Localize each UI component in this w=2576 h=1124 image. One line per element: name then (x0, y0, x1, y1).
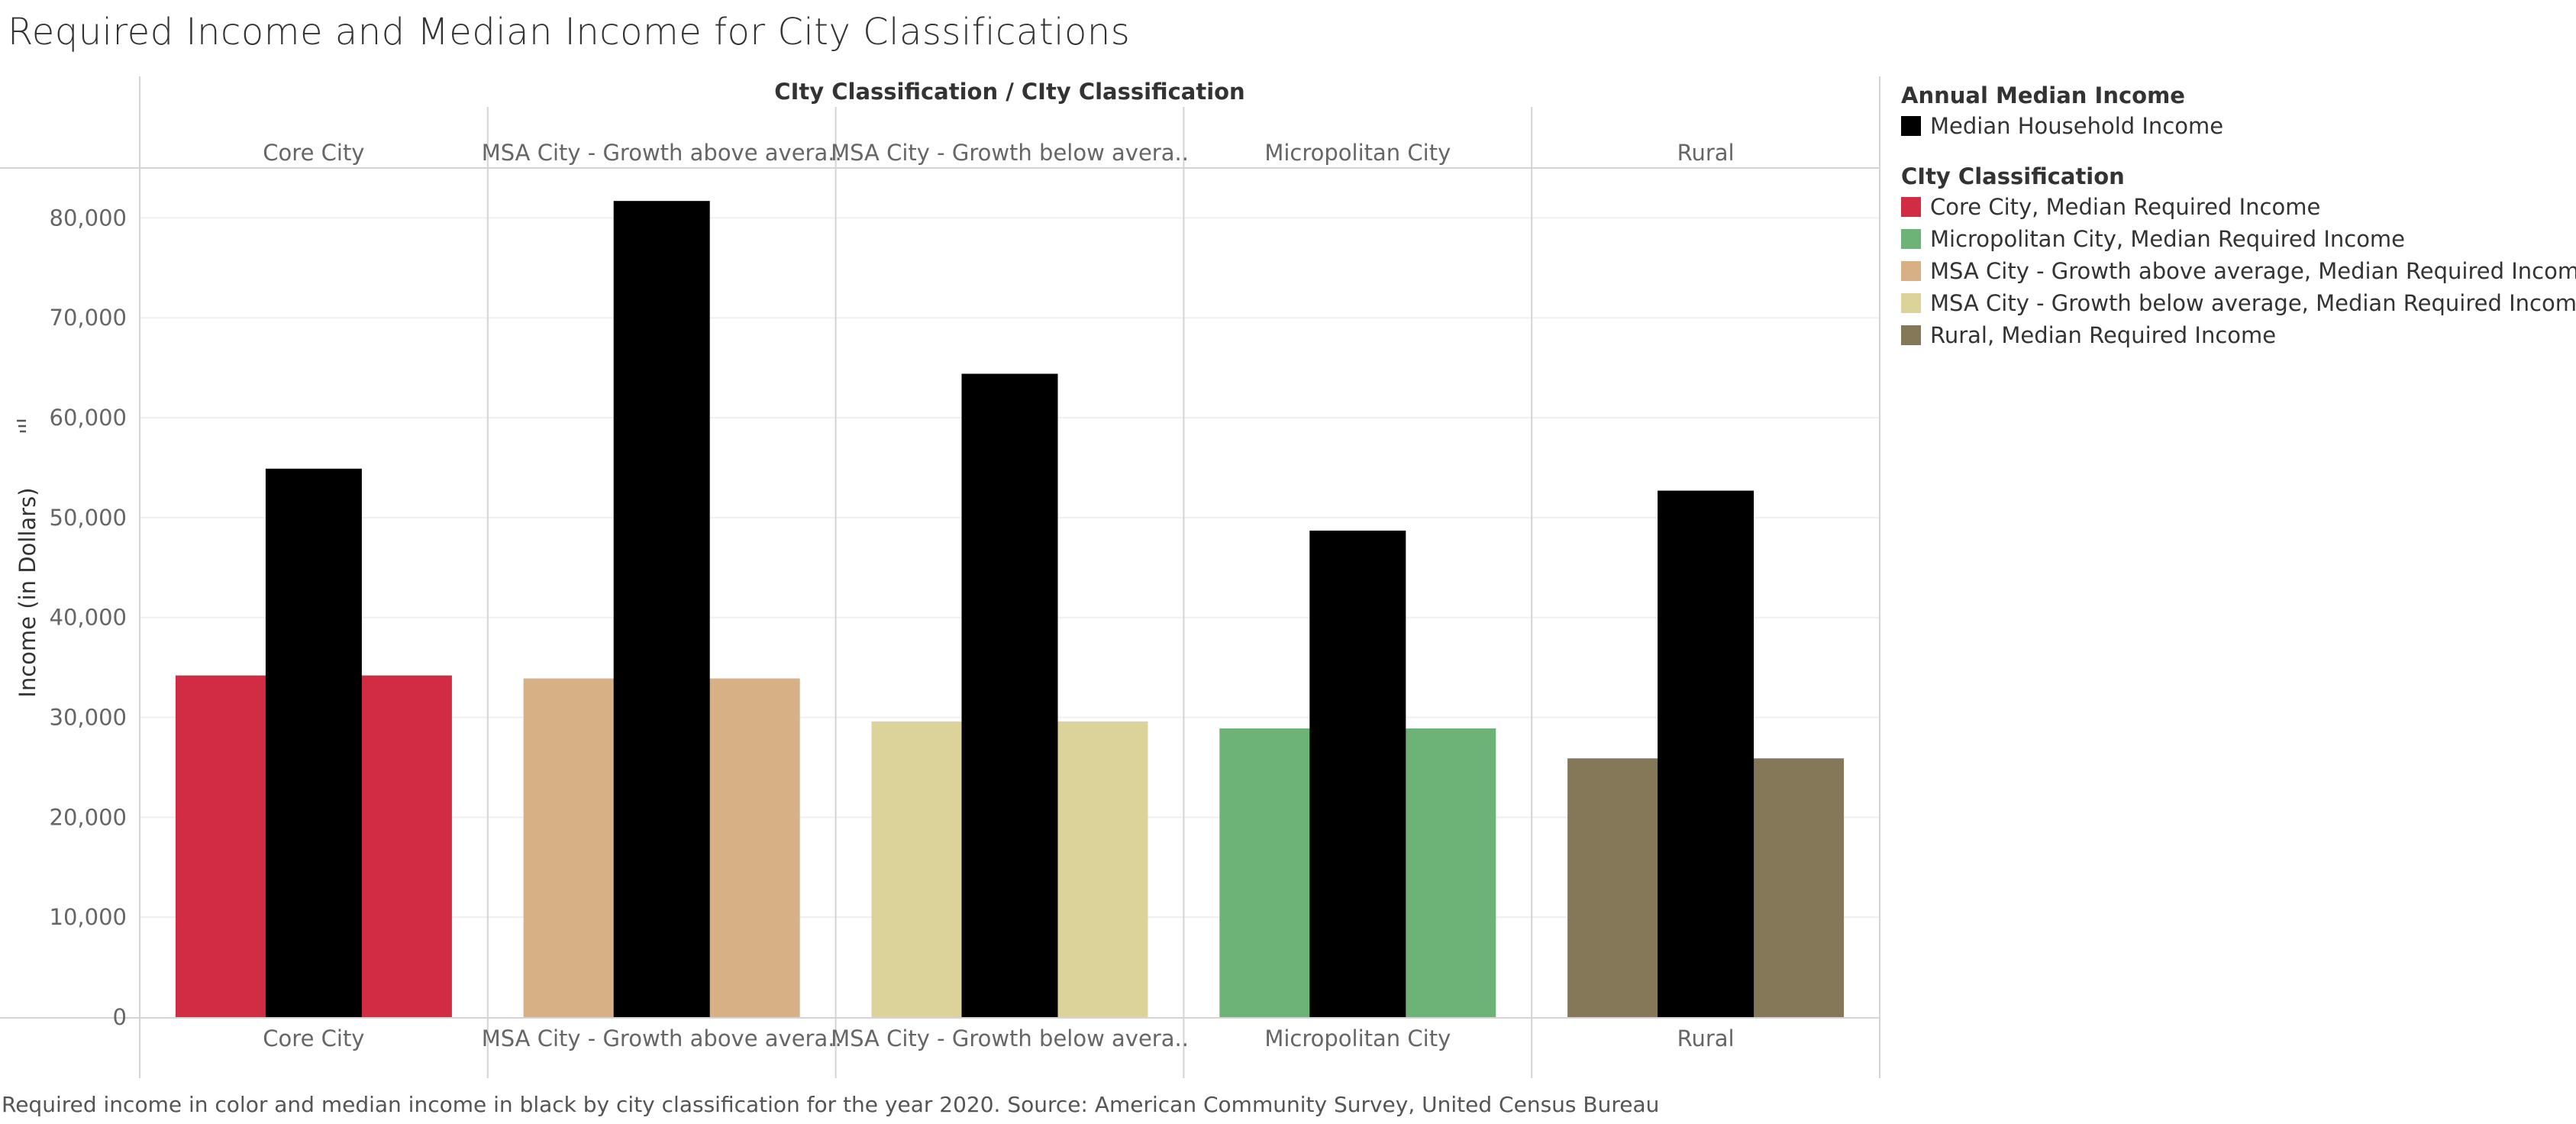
y-tick-label: 30,000 (50, 705, 127, 731)
legend-item[interactable]: Core City, Median Required Income (1901, 194, 2320, 220)
y-tick-label: 10,000 (50, 904, 127, 930)
legend-swatch (1901, 293, 1921, 313)
legend-swatch (1901, 261, 1921, 281)
legend-item-label: Micropolitan City, Median Required Incom… (1930, 226, 2406, 252)
y-tick-label: 70,000 (50, 305, 127, 331)
column-header-title: CIty Classification / CIty Classificatio… (774, 79, 1244, 105)
legend-title-annual-median-income: Annual Median Income (1901, 82, 2185, 108)
legend-item-label: MSA City - Growth above average, Median … (1930, 258, 2576, 284)
legend-item[interactable]: Micropolitan City, Median Required Incom… (1901, 226, 2405, 252)
legend-item-label: Rural, Median Required Income (1930, 322, 2277, 348)
column-header-label: Core City (263, 140, 364, 166)
legend-swatch (1901, 116, 1921, 136)
legend-title-city-classification: CIty Classification (1901, 163, 2125, 189)
y-tick-label: 60,000 (50, 405, 127, 431)
bar-median-household-income (1658, 490, 1754, 1017)
y-tick-label: 50,000 (50, 505, 127, 531)
x-tick-label: MSA City - Growth below avera.. (831, 1025, 1189, 1051)
column-header-label: Micropolitan City (1264, 140, 1451, 166)
x-tick-label: Core City (263, 1025, 364, 1051)
chart-footer-caption: Required income in color and median inco… (2, 1092, 1660, 1117)
bar-median-household-income (613, 201, 710, 1017)
legend-item[interactable]: MSA City - Growth below average, Median … (1901, 290, 2576, 316)
column-header-label: MSA City - Growth below avera.. (831, 140, 1189, 166)
legend-item-label: Core City, Median Required Income (1930, 194, 2321, 220)
y-tick-label: 20,000 (50, 804, 127, 830)
legend-swatch (1901, 325, 1921, 345)
legend-swatch (1901, 197, 1921, 217)
bar-median-household-income (265, 468, 362, 1017)
bar-chart: CIty Classification / CIty Classificatio… (0, 76, 1880, 1078)
y-axis-title: Income (in Dollars) (15, 487, 40, 697)
x-tick-label: Rural (1677, 1025, 1735, 1051)
legend-item-label: MSA City - Growth below average, Median … (1930, 290, 2576, 316)
column-header-label: MSA City - Growth above avera.. (482, 140, 842, 166)
legend-item[interactable]: Median Household Income (1901, 113, 2223, 139)
bar-median-household-income (961, 373, 1058, 1017)
legend-item[interactable]: Rural, Median Required Income (1901, 322, 2276, 348)
y-tick-label: 80,000 (50, 205, 127, 231)
legend-swatch (1901, 229, 1921, 249)
x-tick-label: MSA City - Growth above avera.. (482, 1025, 842, 1051)
legend-item-label: Median Household Income (1930, 113, 2224, 139)
chart-title: Required Income and Median Income for Ci… (8, 11, 1131, 53)
legend-item[interactable]: MSA City - Growth above average, Median … (1901, 258, 2576, 284)
y-tick-label: 0 (113, 1004, 127, 1030)
x-tick-label: Micropolitan City (1264, 1025, 1451, 1051)
y-tick-label: 40,000 (50, 605, 127, 631)
bar-median-household-income (1309, 530, 1406, 1017)
column-header-label: Rural (1677, 140, 1735, 166)
sort-icon[interactable] (17, 419, 26, 433)
